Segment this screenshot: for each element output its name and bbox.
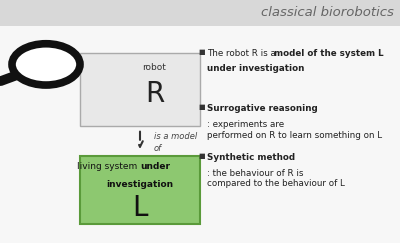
Text: The robot R is a: The robot R is a — [207, 49, 279, 58]
Bar — [0, 0, 400, 26]
Text: model of the system L: model of the system L — [274, 49, 383, 58]
Bar — [80, 156, 200, 224]
Text: L: L — [132, 194, 148, 222]
Text: robot: robot — [142, 63, 166, 72]
Text: ■: ■ — [198, 153, 205, 159]
Text: Surrogative reasoning: Surrogative reasoning — [207, 104, 318, 113]
Text: R: R — [145, 79, 164, 108]
Text: is a model: is a model — [154, 131, 197, 141]
Text: ■: ■ — [198, 104, 205, 111]
Text: under investigation: under investigation — [207, 64, 304, 73]
Text: of: of — [154, 144, 162, 153]
Text: ■: ■ — [198, 49, 205, 55]
Text: under: under — [140, 162, 170, 171]
Text: investigation: investigation — [106, 180, 174, 189]
Text: classical biorobotics: classical biorobotics — [261, 6, 394, 19]
Text: : the behaviour of R is
compared to the behaviour of L: : the behaviour of R is compared to the … — [207, 169, 345, 188]
Text: Synthetic method: Synthetic method — [207, 153, 295, 162]
Text: living system: living system — [77, 162, 140, 171]
Text: : experiments are
performed on R to learn something on L: : experiments are performed on R to lear… — [207, 120, 382, 140]
Bar — [80, 53, 200, 126]
Circle shape — [12, 44, 80, 85]
